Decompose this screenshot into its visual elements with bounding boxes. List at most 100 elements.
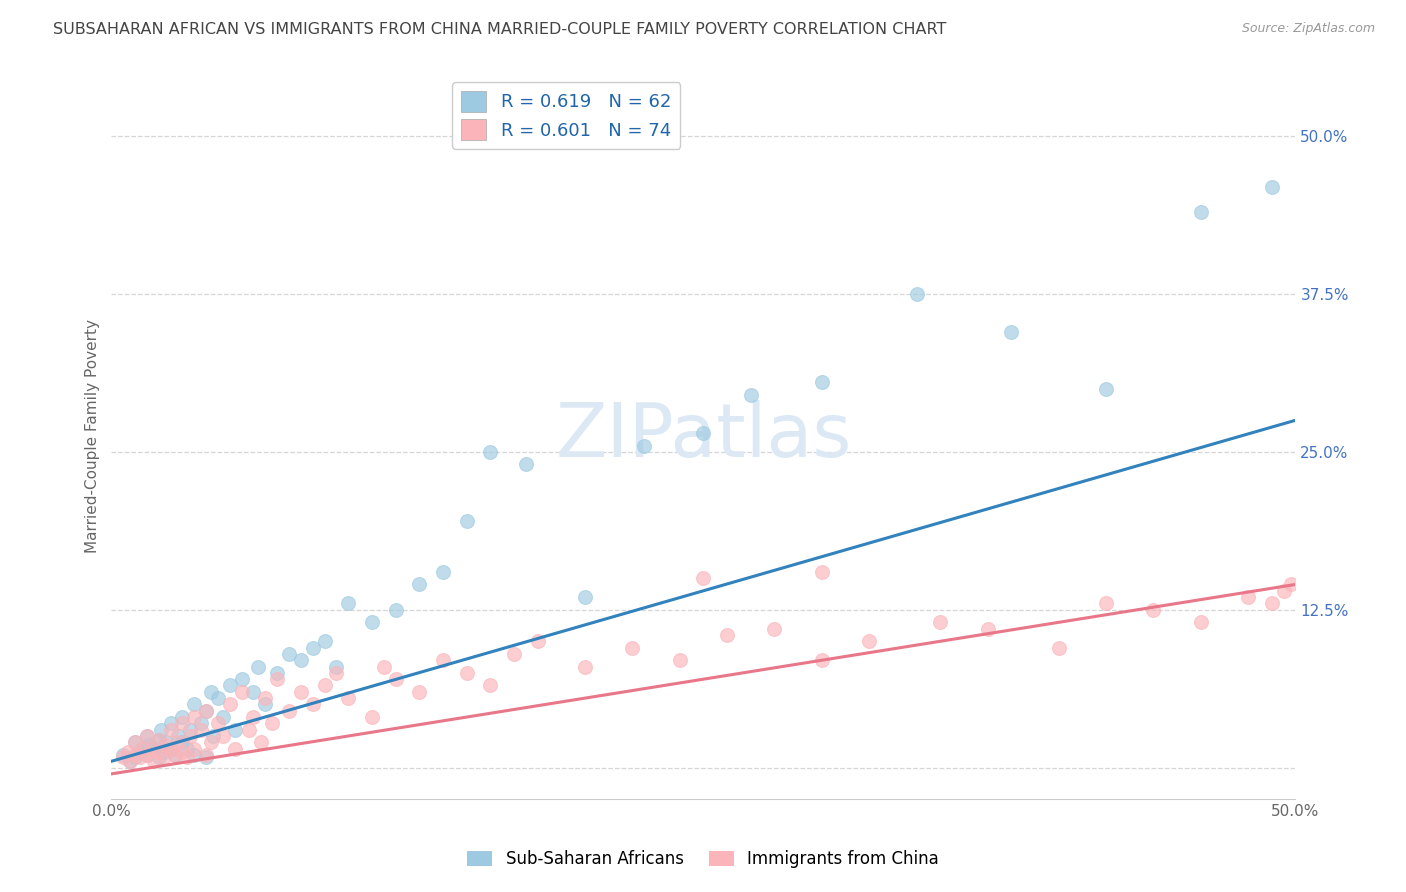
Point: [218, 678, 240, 692]
Point: [152, 750, 174, 764]
Point: [195, 747, 218, 762]
Point: [124, 747, 146, 762]
Point: [136, 747, 159, 762]
Legend: Sub-Saharan Africans, Immigrants from China: Sub-Saharan Africans, Immigrants from Ch…: [461, 844, 945, 875]
Point: [190, 716, 212, 731]
Point: [290, 685, 312, 699]
Point: [183, 741, 205, 756]
Point: [172, 735, 194, 749]
Point: [172, 716, 194, 731]
Point: [1000, 325, 1022, 339]
Point: [183, 747, 205, 762]
Point: [929, 615, 952, 630]
Point: [112, 747, 135, 762]
Point: [183, 710, 205, 724]
Text: ZIPatlas: ZIPatlas: [555, 400, 852, 473]
Point: [325, 665, 347, 680]
Point: [166, 735, 188, 749]
Text: SUBSAHARAN AFRICAN VS IMMIGRANTS FROM CHINA MARRIED-COUPLE FAMILY POVERTY CORREL: SUBSAHARAN AFRICAN VS IMMIGRANTS FROM CH…: [53, 22, 946, 37]
Point: [200, 685, 222, 699]
Point: [249, 735, 271, 749]
Point: [1189, 615, 1212, 630]
Point: [136, 747, 159, 762]
Point: [905, 287, 928, 301]
Point: [278, 704, 301, 718]
Point: [290, 653, 312, 667]
Point: [207, 716, 229, 731]
Point: [211, 710, 233, 724]
Point: [811, 653, 834, 667]
Point: [633, 438, 655, 452]
Point: [136, 729, 159, 743]
Point: [143, 741, 166, 756]
Point: [195, 704, 218, 718]
Point: [176, 750, 198, 764]
Point: [138, 738, 160, 752]
Point: [740, 388, 762, 402]
Point: [1272, 583, 1295, 598]
Point: [247, 659, 270, 673]
Point: [159, 741, 181, 756]
Point: [278, 647, 301, 661]
Point: [148, 746, 170, 760]
Point: [120, 754, 142, 768]
Point: [231, 685, 253, 699]
Point: [211, 729, 233, 743]
Point: [337, 596, 360, 610]
Y-axis label: Married-Couple Family Poverty: Married-Couple Family Poverty: [86, 319, 100, 553]
Point: [503, 647, 526, 661]
Point: [408, 685, 430, 699]
Point: [190, 723, 212, 737]
Point: [176, 741, 198, 756]
Point: [384, 603, 406, 617]
Point: [384, 672, 406, 686]
Point: [574, 590, 596, 604]
Point: [668, 653, 690, 667]
Point: [124, 735, 146, 749]
Point: [858, 634, 880, 648]
Point: [218, 698, 240, 712]
Point: [314, 634, 336, 648]
Point: [526, 634, 548, 648]
Point: [716, 628, 738, 642]
Point: [120, 754, 142, 768]
Point: [1189, 205, 1212, 219]
Point: [1261, 179, 1284, 194]
Point: [811, 565, 834, 579]
Point: [242, 710, 264, 724]
Point: [148, 732, 170, 747]
Point: [131, 741, 153, 756]
Point: [337, 691, 360, 706]
Point: [479, 678, 502, 692]
Point: [301, 640, 323, 655]
Point: [159, 716, 181, 731]
Point: [128, 750, 150, 764]
Point: [124, 750, 146, 764]
Point: [976, 622, 998, 636]
Point: [262, 716, 284, 731]
Point: [148, 750, 170, 764]
Point: [361, 710, 384, 724]
Point: [155, 735, 177, 749]
Legend: R = 0.619   N = 62, R = 0.601   N = 74: R = 0.619 N = 62, R = 0.601 N = 74: [451, 82, 681, 149]
Point: [124, 735, 146, 749]
Point: [621, 640, 644, 655]
Point: [112, 750, 135, 764]
Point: [432, 653, 454, 667]
Point: [301, 698, 323, 712]
Point: [179, 729, 201, 743]
Point: [155, 738, 177, 752]
Point: [152, 746, 174, 760]
Point: [479, 445, 502, 459]
Point: [231, 672, 253, 686]
Point: [207, 691, 229, 706]
Point: [254, 691, 277, 706]
Point: [325, 659, 347, 673]
Point: [1237, 590, 1260, 604]
Point: [117, 746, 139, 760]
Point: [141, 741, 163, 756]
Point: [224, 741, 246, 756]
Point: [692, 571, 714, 585]
Point: [432, 565, 454, 579]
Point: [1095, 382, 1118, 396]
